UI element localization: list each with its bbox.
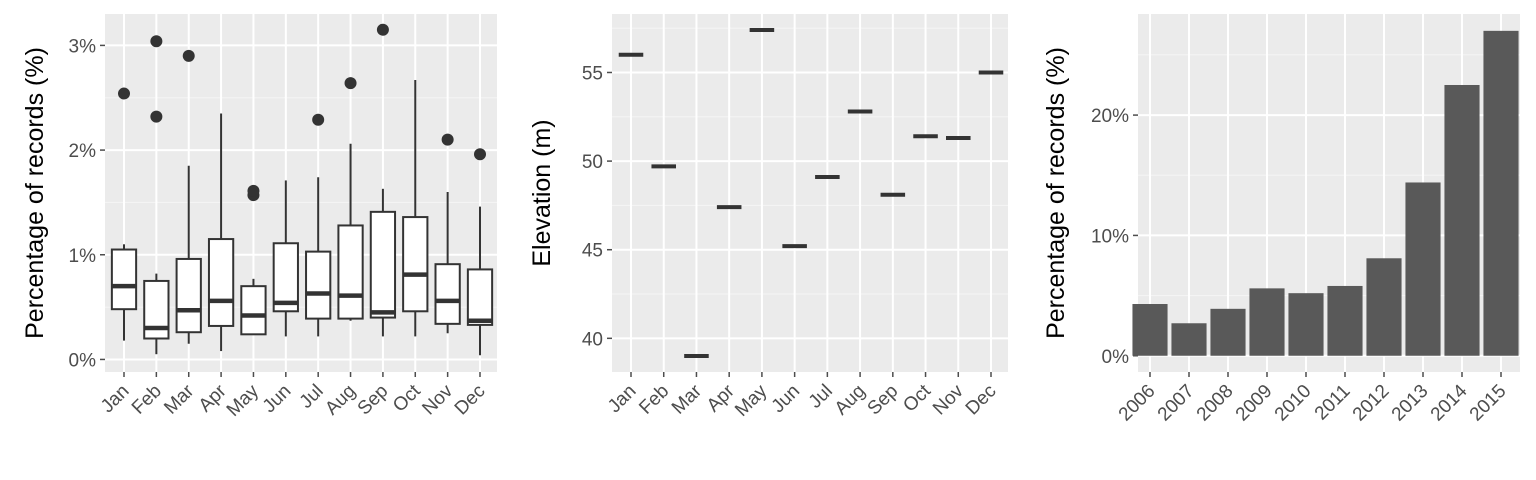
y-tick-label: 0% — [1102, 347, 1130, 368]
x-tick-label: Oct — [389, 380, 425, 416]
bar — [1327, 285, 1363, 356]
bar — [1249, 288, 1285, 356]
x-tick-label: 2009 — [1232, 381, 1277, 426]
bar — [1288, 293, 1324, 356]
box — [466, 268, 494, 326]
x-tick-label: 2007 — [1154, 381, 1199, 426]
x-tick-label: 2011 — [1311, 381, 1355, 425]
outlier-point — [150, 110, 163, 123]
outlier-point — [441, 133, 454, 146]
box — [110, 248, 138, 311]
x-tick-label: Sep — [864, 381, 903, 420]
y-tick-label: 1% — [69, 246, 97, 267]
bar — [1171, 323, 1207, 356]
bar — [1405, 182, 1441, 356]
x-tick-label: Dec — [962, 381, 1001, 420]
x-tick-label: 2006 — [1115, 381, 1160, 426]
y-tick-label: 10% — [1091, 226, 1129, 247]
x-tick-label: Jan — [604, 381, 641, 418]
box — [369, 210, 397, 319]
x-tick-label: 2015 — [1466, 381, 1511, 426]
box — [272, 242, 299, 313]
y-tick-label: 20% — [1091, 106, 1129, 127]
x-tick-label: Jun — [259, 381, 296, 418]
y-axis-title: Percentage of records (%) — [21, 47, 49, 339]
box — [207, 238, 235, 327]
outlier-point — [118, 87, 130, 100]
y-tick-label: 2% — [69, 141, 97, 162]
x-tick-label: Nov — [418, 380, 457, 419]
x-tick-label: Jul — [805, 381, 837, 413]
x-tick-label: Feb — [128, 381, 166, 419]
bar — [1132, 304, 1168, 356]
outlier-point — [376, 23, 389, 36]
y-axis-title: Percentage of records (%) — [1042, 47, 1070, 339]
x-tick-label: Aug — [831, 381, 870, 420]
x-tick-label: Jul — [296, 381, 328, 413]
outlier-point — [312, 113, 325, 126]
panel-background — [105, 14, 497, 372]
y-tick-label: 3% — [69, 36, 97, 57]
box — [240, 285, 267, 336]
x-tick-label: Aug — [321, 381, 360, 420]
x-tick-label: 2010 — [1271, 381, 1316, 426]
bar — [1366, 258, 1402, 356]
bar — [1483, 30, 1519, 356]
x-tick-label: Mar — [668, 380, 706, 418]
x-tick-label: Nov — [929, 380, 968, 419]
x-tick-label: Mar — [160, 380, 198, 418]
x-tick-label: Dec — [451, 381, 490, 420]
y-tick-label: 40 — [582, 329, 603, 350]
outlier-point — [344, 77, 357, 90]
y-axis-title: Elevation (m) — [528, 119, 556, 266]
x-tick-label: Jan — [97, 381, 134, 418]
x-tick-label: May — [223, 380, 264, 421]
box — [402, 216, 429, 313]
y-tick-label: 50 — [582, 152, 603, 173]
x-tick-label: 2014 — [1427, 380, 1472, 425]
x-tick-label: Sep — [354, 381, 393, 420]
y-tick-label: 55 — [582, 63, 603, 84]
x-tick-label: May — [731, 380, 772, 421]
bar — [1210, 308, 1246, 356]
panel-background — [612, 14, 1008, 372]
x-tick-label: 2013 — [1388, 381, 1433, 426]
panel-yearly-records: 0% 10% 20% 20062007200820092010201120122013… — [1042, 14, 1520, 425]
x-tick-label: Apr — [703, 380, 739, 416]
bar — [1444, 84, 1480, 356]
box — [175, 257, 202, 334]
x-tick-label: 2008 — [1193, 381, 1238, 426]
x-tick-label: 2012 — [1349, 381, 1394, 426]
box — [305, 250, 332, 320]
outlier-point — [247, 184, 260, 197]
x-tick-label: Jun — [768, 381, 805, 418]
outlier-point — [474, 148, 486, 161]
y-tick-label: 0% — [69, 350, 97, 371]
box — [434, 263, 461, 325]
outlier-point — [150, 35, 163, 48]
outlier-point — [182, 49, 195, 62]
box — [337, 224, 364, 320]
x-tick-label: Apr — [195, 380, 231, 416]
x-tick-label: Oct — [899, 380, 935, 416]
y-tick-label: 45 — [582, 241, 603, 262]
x-tick-label: Feb — [635, 381, 673, 419]
